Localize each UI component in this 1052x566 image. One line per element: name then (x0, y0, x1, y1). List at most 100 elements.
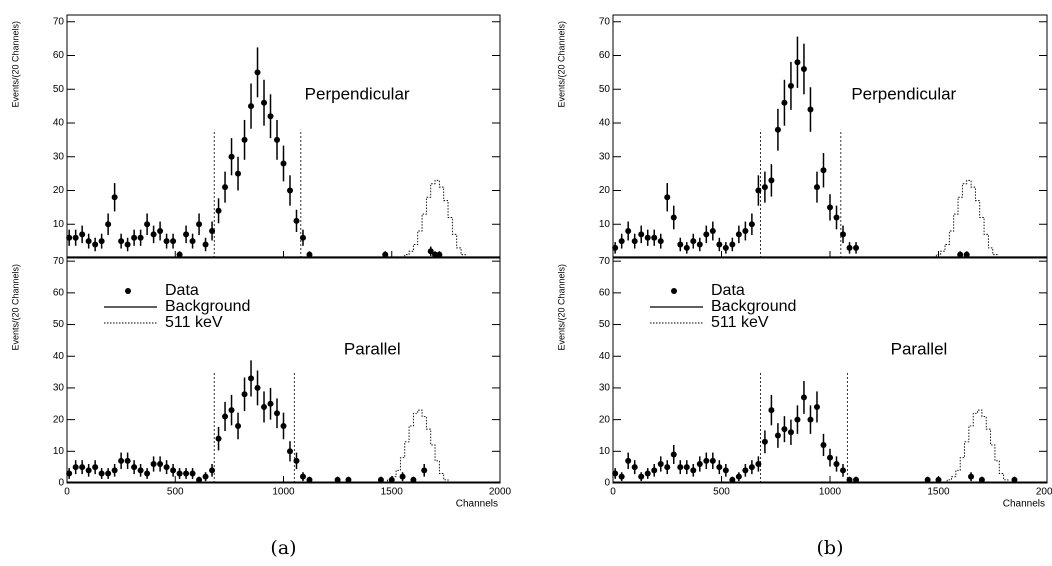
data-point (638, 231, 645, 238)
data-point (72, 464, 79, 471)
y-tick-label: 50 (53, 319, 65, 330)
data-point (241, 391, 248, 398)
data-point (651, 234, 658, 241)
data-point (189, 238, 196, 245)
data-point (79, 464, 86, 471)
data-point (709, 457, 716, 464)
data-point (432, 251, 439, 258)
data-point (111, 467, 118, 474)
data-point (150, 460, 157, 467)
x-tick-label: 0 (64, 487, 70, 498)
data-point (92, 464, 99, 471)
data-point (742, 467, 749, 474)
data-point (137, 467, 144, 474)
data-point (222, 184, 229, 191)
signal-histogram (931, 179, 998, 259)
data-point (696, 460, 703, 467)
data-point (382, 251, 389, 258)
data-point (670, 214, 677, 221)
data-point (267, 400, 274, 407)
data-point (787, 429, 794, 436)
data-point (410, 476, 417, 483)
frame (66, 257, 501, 484)
y-tick-label: 50 (599, 319, 611, 330)
data-point (638, 473, 645, 480)
y-tick-label: 10 (53, 219, 65, 230)
data-point (677, 241, 684, 248)
data-point (807, 106, 814, 113)
data-point (176, 251, 183, 258)
y-tick-label: 60 (53, 287, 65, 298)
data-point (840, 231, 847, 238)
data-point (618, 473, 625, 480)
data-point (813, 403, 820, 410)
y-tick-label: 50 (599, 84, 611, 95)
data-point (683, 464, 690, 471)
data-point (399, 473, 406, 480)
data-point (963, 251, 970, 258)
data-point (612, 244, 619, 251)
data-point (79, 231, 86, 238)
data-point (968, 473, 975, 480)
data-point (85, 238, 92, 245)
data-point (755, 187, 762, 194)
data-point (924, 476, 931, 483)
data-point (729, 476, 736, 483)
legend-label: Data (711, 282, 745, 299)
x-tick-label: 1500 (927, 487, 950, 498)
annotation: Perpendicular (305, 84, 410, 103)
data-point (827, 204, 833, 211)
data-point (286, 448, 293, 455)
annotation: Parallel (891, 339, 948, 358)
y-axis-label: Events/(20 Channels) (10, 21, 20, 108)
y-tick-label: 20 (599, 185, 611, 196)
data-point (683, 244, 690, 251)
data-point (163, 464, 170, 471)
data-point (664, 194, 671, 201)
data-point (690, 467, 697, 474)
signal-histogram (400, 179, 466, 259)
data-point (820, 441, 827, 448)
x-tick-label: 500 (713, 487, 730, 498)
data-point (202, 473, 209, 480)
data-point (716, 241, 723, 248)
y-tick-label: 50 (53, 84, 65, 95)
data-point (293, 457, 300, 464)
data-point (748, 464, 755, 471)
data-point (124, 457, 131, 464)
y-tick-label: 20 (599, 414, 611, 425)
data-point (183, 231, 190, 238)
y-tick-label: 10 (599, 219, 611, 230)
data-point (827, 454, 833, 461)
data-point (644, 234, 651, 241)
data-point (215, 207, 222, 214)
y-tick-label: 20 (53, 414, 65, 425)
data-point (163, 238, 170, 245)
y-tick-label: 40 (599, 351, 611, 362)
data-point (345, 476, 352, 483)
data-point (651, 467, 658, 474)
legend-label: 511 keV (165, 314, 223, 331)
data-point (735, 473, 742, 480)
x-tick-label: 500 (167, 487, 184, 498)
data-point (813, 184, 820, 191)
data-point (118, 238, 125, 245)
data-point (677, 464, 684, 471)
data-point (72, 234, 79, 241)
x-tick-label: 1500 (381, 487, 404, 498)
data-point (85, 467, 92, 474)
data-point (215, 435, 222, 442)
data-point (274, 136, 281, 143)
data-point (105, 470, 112, 477)
data-point (98, 238, 105, 245)
data-point (293, 217, 300, 224)
data-point (235, 422, 242, 429)
data-point (833, 214, 840, 221)
data-point (690, 238, 697, 245)
y-tick-label: 0 (604, 478, 610, 489)
data-point (761, 438, 768, 445)
frame (66, 14, 501, 259)
data-point (137, 234, 144, 241)
data-point (957, 251, 964, 258)
